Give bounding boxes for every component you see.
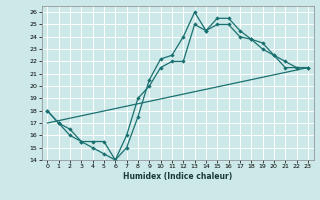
X-axis label: Humidex (Indice chaleur): Humidex (Indice chaleur) — [123, 172, 232, 181]
